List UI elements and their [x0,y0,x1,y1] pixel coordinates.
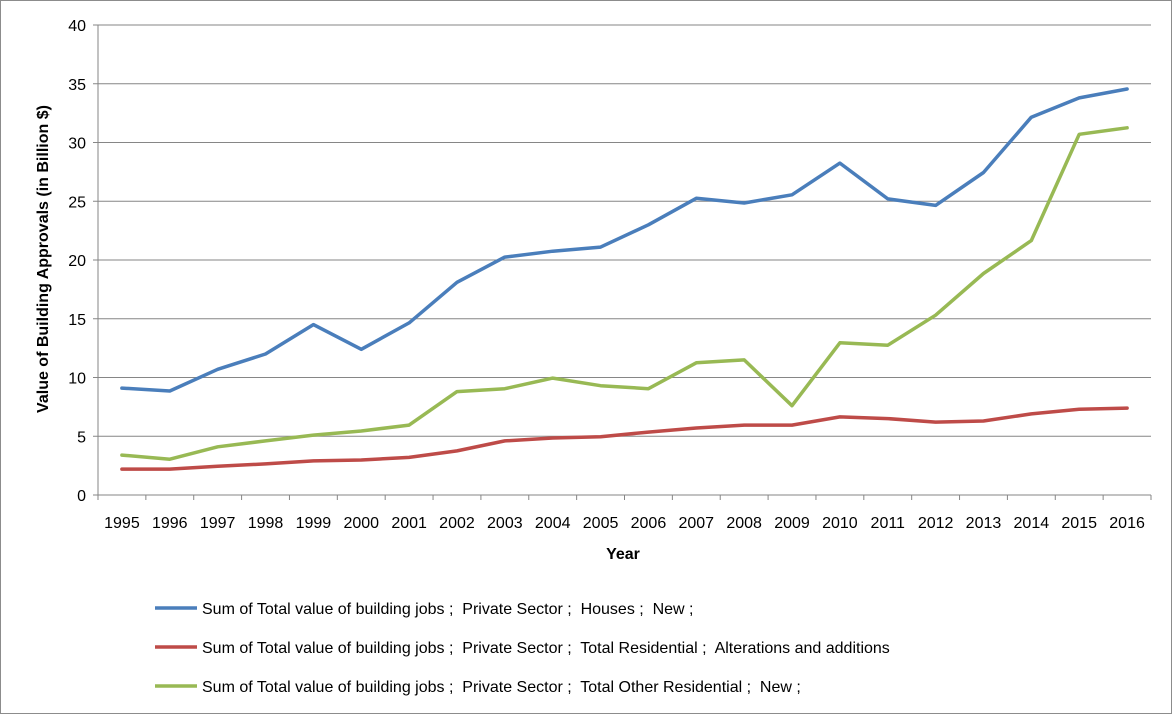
x-tick-label: 1996 [152,515,188,532]
series-line-1 [120,87,1129,393]
y-tick-labels: 0 5 10 15 20 25 30 35 40 [68,18,86,505]
y-tick-label: 20 [68,253,86,270]
legend-label-2: Sum of Total value of building jobs ; Pr… [202,640,890,657]
x-tick-label: 2000 [343,515,379,532]
x-tick-label: 2001 [391,515,427,532]
x-tick-label: 2011 [871,515,906,532]
series-line-2 [120,406,1129,471]
x-tick-label: 2008 [726,515,762,532]
axes [93,24,1152,500]
y-axis-title: Value of Building Approvals (in Billion … [35,105,52,413]
x-tick-label: 2004 [535,515,571,532]
y-tick-label: 25 [68,194,86,211]
series-lines [120,87,1129,471]
x-tick-label: 2007 [678,515,714,532]
legend-label-3: Sum of Total value of building jobs ; Pr… [202,679,801,696]
x-tick-label: 1997 [200,515,236,532]
x-tick-labels: 1995 1996 1997 1998 1999 2000 2001 2002 2003 2004… [104,515,1145,532]
x-tick-label: 2016 [1109,515,1145,532]
x-tick-label: 1995 [104,515,140,532]
series-line-3 [120,126,1129,461]
x-tick-label: 2013 [966,515,1002,532]
x-tick-label: 2006 [631,515,667,532]
x-tick-label: 2014 [1014,515,1050,532]
gridlines [98,24,1151,437]
y-tick-label: 10 [68,371,86,388]
y-tick-label: 0 [77,488,86,505]
y-tick-label: 30 [68,136,86,153]
x-axis-title: Year [606,546,640,563]
x-tick-label: 2002 [439,515,475,532]
x-tick-label: 2015 [1061,515,1097,532]
y-tick-label: 40 [68,18,86,35]
y-tick-label: 5 [77,429,86,446]
legend: Sum of Total value of building jobs ; Pr… [155,601,890,696]
y-tick-label: 15 [68,312,86,329]
x-tick-label: 1999 [296,515,332,532]
y-tick-label: 35 [68,77,86,94]
legend-label-1: Sum of Total value of building jobs ; Pr… [202,601,694,618]
x-tick-label: 2012 [918,515,954,532]
x-tick-label: 1998 [248,515,284,532]
x-tick-label: 2009 [774,515,810,532]
x-tick-label: 2005 [583,515,619,532]
x-tick-label: 2003 [487,515,523,532]
x-tick-label: 2010 [822,515,858,532]
